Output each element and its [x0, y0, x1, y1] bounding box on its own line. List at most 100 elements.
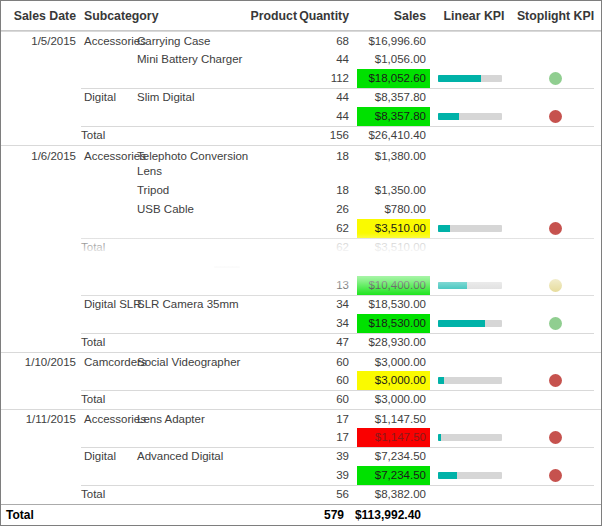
cell-product: Advanced Digital [137, 447, 297, 466]
cell-product [137, 333, 297, 352]
table-header-row: Sales Date Subcategory Product Quantity … [1, 1, 601, 31]
cell-sales-date: 1/10/2015 [11, 353, 76, 371]
cell-stoplight-kpi [510, 466, 601, 485]
cell-product: SLR Camera 35mm [137, 295, 297, 314]
cell-sales: $3,000.00 [357, 353, 430, 371]
cell-stoplight-kpi [510, 276, 601, 295]
cell-linear-kpi [438, 200, 510, 219]
cell-product [137, 485, 297, 504]
kpi-sales-report: Sales Date Subcategory Product Quantity … [0, 0, 602, 526]
total-label: Total [81, 126, 105, 145]
cell-linear-kpi [438, 428, 510, 447]
kpi-bar-track [438, 75, 502, 82]
cell-linear-kpi [438, 149, 510, 181]
cell-linear-kpi [438, 295, 510, 314]
table-row-subtotal: 60$3,000.00 [1, 371, 601, 390]
table-row-detail: DigitalAdvanced Digital39$7,234.50 [1, 447, 601, 466]
cell-linear-kpi [438, 238, 510, 257]
cell-product [137, 126, 297, 145]
table-row-detail: 1/11/2015AccessoriesLens Adapter17$1,147… [1, 409, 601, 428]
table-body: 1/5/2015AccessoriesCarrying Case68$16,99… [1, 31, 601, 526]
cell-stoplight-kpi [510, 200, 601, 219]
cell-sales-date [11, 276, 76, 295]
table-row-total: Total56$8,382.00 [1, 485, 601, 504]
cell-sales: $7,234.50 [357, 447, 430, 466]
kpi-bar-fill [438, 377, 444, 384]
kpi-bar-track [438, 282, 502, 289]
cell-product [137, 390, 297, 409]
cell-quantity: 39 [297, 447, 349, 466]
table-row-ghost [1, 257, 601, 276]
table-row-subtotal: 17$1,147.50 [1, 428, 601, 447]
cell-sales-date [11, 390, 76, 409]
cell-quantity: 13 [297, 276, 349, 295]
cell-product [137, 314, 297, 333]
kpi-bar-fill [438, 282, 467, 289]
cell-product: Telephoto Conversion Lens [137, 149, 265, 181]
cell-quantity: 112 [297, 69, 349, 88]
column-header-quantity: Quantity [297, 9, 349, 23]
cell-stoplight-kpi [510, 447, 601, 466]
table-row-subtotal: 112 $18,052.60 [1, 69, 601, 88]
table-row-total: Total47$28,930.00 [1, 333, 601, 352]
column-header-stoplight-kpi: Stoplight KPI [510, 9, 601, 23]
cell-stoplight-kpi [510, 107, 601, 126]
cell-sales-date [11, 314, 76, 333]
cell-quantity: 60 [297, 371, 349, 390]
table-row-total: Total60$3,000.00 [1, 390, 601, 409]
cell-linear-kpi [438, 219, 510, 238]
table-row-grand: Total579$113,992.40 [1, 504, 601, 526]
faded-ghost-marks [214, 266, 240, 268]
cell-quantity: 34 [297, 314, 349, 333]
cell-sales-date [11, 107, 76, 126]
cell-subcategory: Accessories [84, 32, 134, 50]
cell-sales: $28,930.00 [357, 333, 430, 352]
cell-quantity: 47 [297, 333, 349, 352]
cell-linear-kpi [438, 88, 510, 107]
cell-subcategory: Camcorders [84, 353, 134, 371]
cell-quantity: 39 [297, 466, 349, 485]
cell-subcategory: Accessories [84, 149, 134, 181]
kpi-bar-track [438, 225, 502, 232]
stoplight-dot-red [549, 110, 562, 123]
cell-quantity: 18 [297, 149, 349, 181]
cell-product [137, 219, 297, 238]
kpi-bar-track [438, 472, 502, 479]
cell-subcategory [84, 219, 134, 238]
kpi-bar-track [438, 377, 502, 384]
cell-sales-highlight-green: $10,400.00 [357, 276, 430, 295]
grand-total-quantity: 579 [292, 505, 344, 526]
stoplight-dot-red [549, 222, 562, 235]
kpi-bar-fill [438, 472, 457, 479]
cell-quantity: 44 [297, 107, 349, 126]
column-header-product: Product [137, 9, 297, 23]
cell-sales-highlight-green: $8,357.80 [357, 107, 430, 126]
cell-product: USB Cable [137, 200, 297, 219]
cell-sales-date [11, 485, 76, 504]
cell-linear-kpi [438, 276, 510, 295]
kpi-bar-fill [438, 225, 450, 232]
cell-sales-highlight-green: $18,530.00 [357, 314, 430, 333]
cell-linear-kpi [438, 390, 510, 409]
cell-quantity: 60 [297, 353, 349, 371]
cell-linear-kpi [438, 107, 510, 126]
stoplight-dot-green [549, 317, 562, 330]
table-row-detail: DigitalSlim Digital44$8,357.80 [1, 88, 601, 107]
cell-product [137, 107, 297, 126]
cell-sales-highlight-green: $18,052.60 [357, 69, 430, 88]
cell-subcategory [84, 371, 134, 390]
cell-stoplight-kpi [510, 410, 601, 428]
cell-stoplight-kpi [510, 428, 601, 447]
column-header-sales: Sales [357, 9, 430, 23]
cell-quantity: 34 [297, 295, 349, 314]
cell-product: Mini Battery Charger [137, 50, 297, 69]
table-row-detail: USB Cable26$780.00 [1, 200, 601, 219]
kpi-bar-track [438, 434, 502, 441]
cell-quantity: 17 [297, 410, 349, 428]
cell-subcategory [84, 314, 134, 333]
cell-linear-kpi [438, 181, 510, 200]
column-header-linear-kpi: Linear KPI [438, 9, 510, 23]
cell-sales-date [11, 371, 76, 390]
cell-product [137, 69, 297, 88]
table-row-total: Total156$26,410.40 [1, 126, 601, 145]
